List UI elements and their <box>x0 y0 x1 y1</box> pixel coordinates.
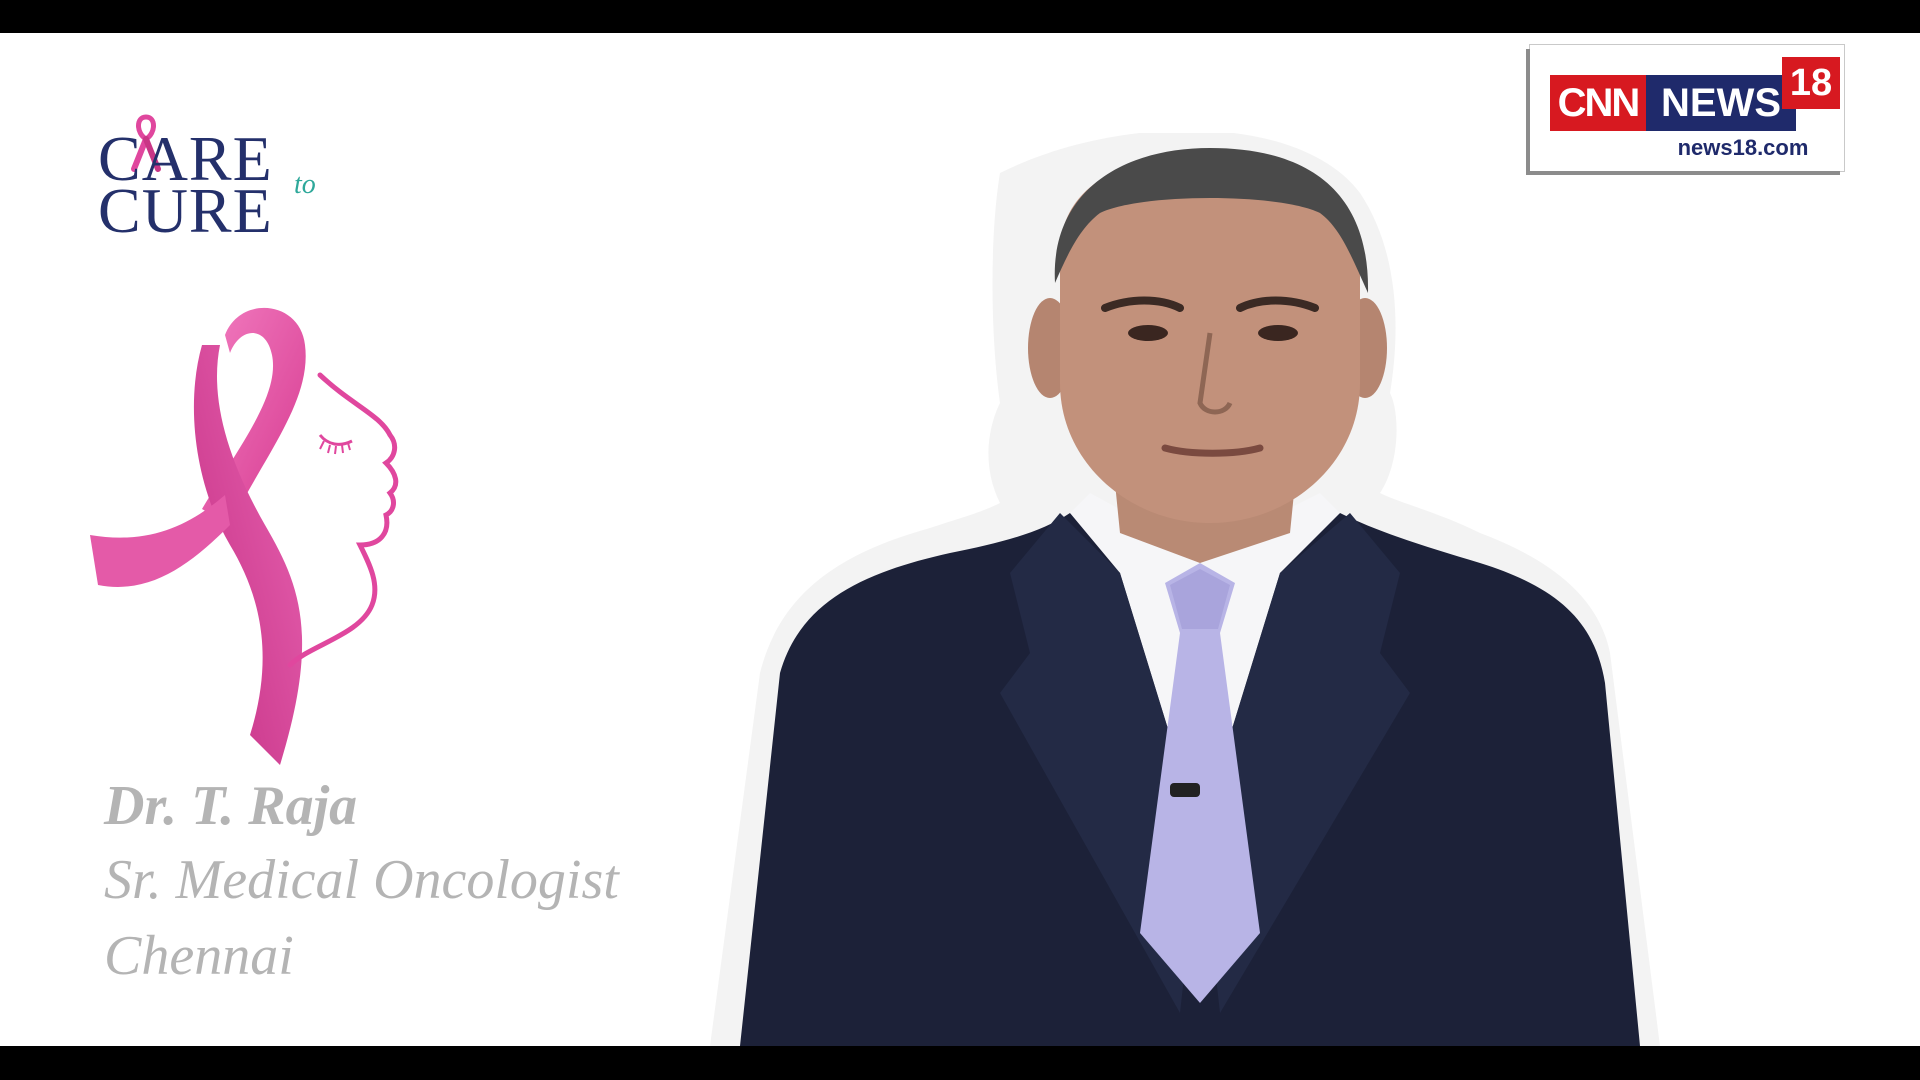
care-to-cure-logo: CARE to CURE <box>98 83 338 243</box>
letterbox-top <box>0 0 1920 33</box>
logo-word-care: CARE <box>98 123 273 194</box>
pink-ribbon-icon <box>131 114 161 172</box>
letterbox-bottom <box>0 1046 1920 1080</box>
speaker-caption: Dr. T. Raja Sr. Medical Oncologist Chenn… <box>104 778 619 984</box>
pink-ribbon-face-illustration <box>90 307 399 765</box>
channel-url: news18.com <box>1677 135 1809 160</box>
news-wordmark: NEWS <box>1646 75 1796 131</box>
cnn-news18-logo: CNN NEWS 18 news18.com <box>1530 45 1844 171</box>
speaker-image <box>710 133 1660 1046</box>
cnn-wordmark: CNN <box>1550 75 1646 131</box>
speaker-title: Sr. Medical Oncologist <box>104 849 619 911</box>
speaker-city: Chennai <box>104 925 294 987</box>
channel-number: 18 <box>1782 57 1840 109</box>
speaker-name: Dr. T. Raja <box>104 775 358 837</box>
logo-word-cure: CURE <box>98 175 273 246</box>
logo-word-to: to <box>294 169 316 200</box>
video-frame: CARE to CURE Dr. T. Raja Sr. Medica <box>0 33 1920 1046</box>
